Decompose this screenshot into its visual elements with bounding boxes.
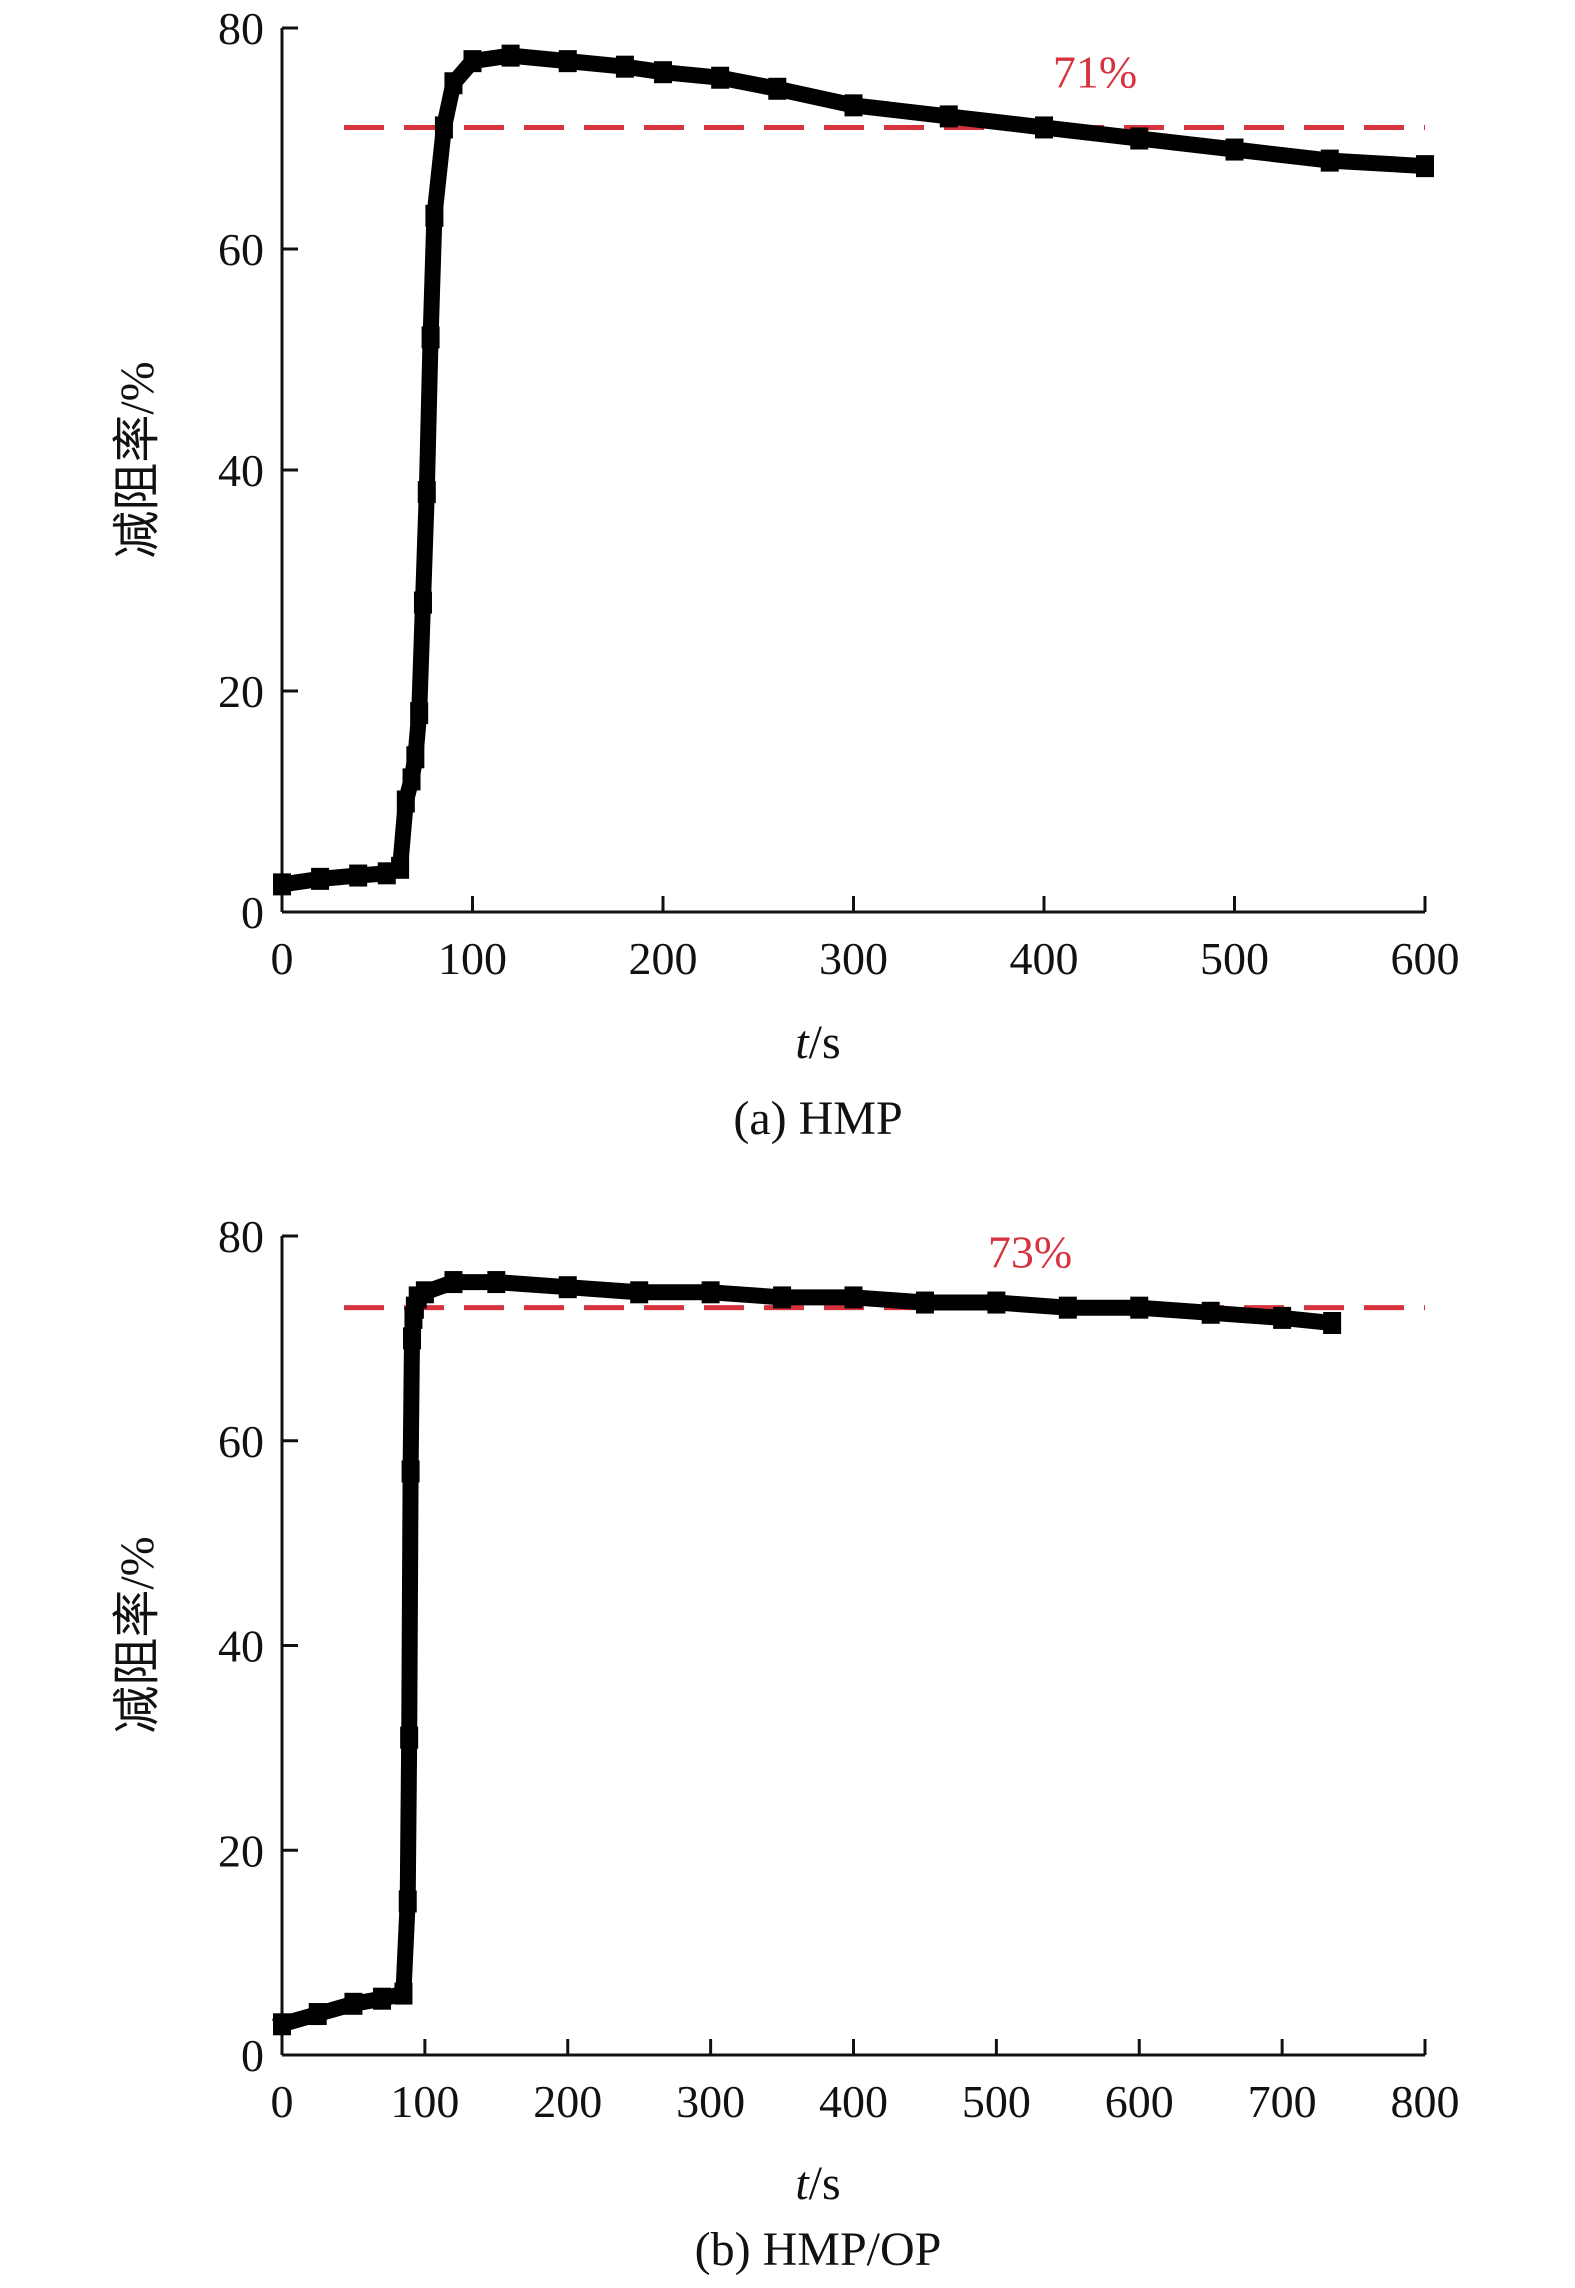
data-point <box>349 864 368 887</box>
data-point <box>654 61 672 84</box>
data-point <box>273 873 291 896</box>
data-point <box>273 2013 291 2036</box>
x-tick-label: 500 <box>1200 933 1269 984</box>
data-point <box>1225 138 1244 161</box>
data-point <box>425 204 444 227</box>
data-point <box>844 1286 863 1309</box>
data-point <box>396 790 415 813</box>
data-point <box>630 1281 649 1304</box>
data-point <box>939 105 958 128</box>
y-axis-label: 减阻率/% <box>111 361 164 558</box>
data-point <box>311 867 330 890</box>
data-point <box>421 326 440 349</box>
x-axis-label: t/s <box>795 2157 840 2210</box>
y-tick-label: 40 <box>218 445 264 496</box>
data-point <box>501 44 520 67</box>
data-point <box>398 1890 417 1913</box>
x-tick-label: 300 <box>676 2076 745 2127</box>
data-point <box>373 1987 392 2010</box>
data-point <box>773 1286 792 1309</box>
data-point <box>1273 1306 1292 1329</box>
y-tick-label: 80 <box>218 1211 264 1262</box>
data-point <box>403 1327 422 1350</box>
series-line <box>272 1274 1341 2035</box>
data-point <box>402 768 421 791</box>
x-tick-label: 800 <box>1391 2076 1460 2127</box>
x-axis-unit: /s <box>809 2157 841 2210</box>
x-tick-label: 0 <box>271 2076 294 2127</box>
x-axis-label: t/s <box>795 1016 840 1069</box>
data-point <box>400 1726 419 1749</box>
data-point <box>558 50 577 73</box>
data-point <box>915 1291 934 1314</box>
data-point <box>434 116 453 139</box>
x-tick-label: 100 <box>438 933 507 984</box>
x-tick-label: 600 <box>1391 933 1460 984</box>
caption-a: (a) HMP <box>733 1092 902 1145</box>
data-point <box>487 1271 506 1294</box>
data-point <box>768 77 787 100</box>
y-tick-label: 0 <box>241 887 264 938</box>
x-tick-label: 200 <box>629 933 698 984</box>
data-point <box>1058 1296 1077 1319</box>
data-point <box>444 1271 463 1294</box>
data-point <box>1323 1312 1342 1335</box>
data-point <box>410 702 429 725</box>
data-point <box>844 94 863 117</box>
x-axis-variable: t <box>795 1016 810 1069</box>
x-tick-label: 400 <box>1010 933 1079 984</box>
x-tick-label: 200 <box>533 2076 602 2127</box>
x-axis-variable: t <box>795 2157 810 2210</box>
data-point <box>463 50 482 73</box>
x-tick-label: 500 <box>962 2076 1031 2127</box>
x-axis-unit: /s <box>809 1016 841 1069</box>
data-point <box>987 1291 1006 1314</box>
data-point <box>308 2003 327 2026</box>
y-tick-label: 80 <box>218 3 264 54</box>
data-point <box>711 66 730 89</box>
data-point <box>1130 1296 1149 1319</box>
data-point <box>1035 116 1053 139</box>
caption-b: (b) HMP/OP <box>695 2223 942 2276</box>
y-tick-label: 60 <box>218 1416 264 1467</box>
data-point <box>344 1992 363 2015</box>
y-tick-label: 40 <box>218 1621 264 1672</box>
data-point <box>1130 127 1149 150</box>
data-point <box>417 481 436 504</box>
y-tick-label: 0 <box>241 2030 264 2081</box>
x-tick-label: 400 <box>819 2076 888 2127</box>
x-tick-label: 700 <box>1248 2076 1317 2127</box>
reference-label: 73% <box>988 1227 1072 1278</box>
x-tick-label: 600 <box>1105 2076 1174 2127</box>
series-line <box>272 47 1434 894</box>
y-tick-label: 20 <box>218 1825 264 1876</box>
y-axis-label: 减阻率/% <box>111 1536 164 1733</box>
data-point <box>415 1281 434 1304</box>
reference-label: 71% <box>1053 46 1137 97</box>
x-tick-label: 300 <box>819 933 888 984</box>
data-point <box>701 1281 720 1304</box>
x-tick-label: 100 <box>390 2076 459 2127</box>
data-point <box>444 72 463 95</box>
data-point <box>413 591 432 614</box>
data-point <box>558 1276 577 1299</box>
data-point <box>1320 149 1339 172</box>
data-point <box>1416 155 1434 178</box>
x-tick-label: 0 <box>271 933 294 984</box>
data-point <box>1201 1301 1220 1324</box>
data-point <box>394 1982 413 2005</box>
data-point <box>391 856 410 879</box>
data-point <box>406 746 425 769</box>
data-point <box>401 1460 420 1483</box>
y-tick-label: 20 <box>218 666 264 717</box>
chart-a: 减阻率/% t/s (a) HMP 0 20 40 60 80 0 100 200 300 400… <box>111 3 1460 1145</box>
y-tick-label: 60 <box>218 224 264 275</box>
data-point <box>615 55 634 78</box>
